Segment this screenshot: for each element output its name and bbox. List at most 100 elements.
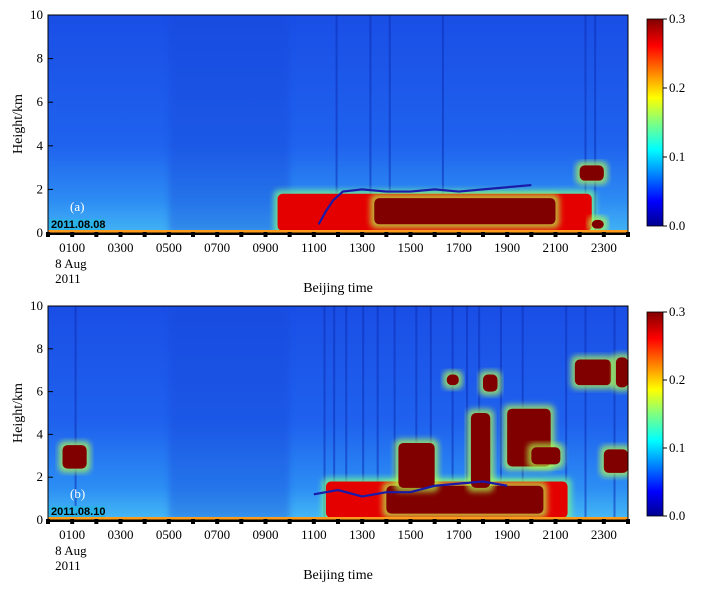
x-tick-label: 1300 [349,240,375,255]
y-tick-label: 0 [37,225,44,240]
x-tick-label: 1700 [446,527,472,542]
x-tick-label: 0900 [253,240,279,255]
x-tick-label: 1500 [398,527,424,542]
x-tick-label: 2300 [591,240,617,255]
x-tick-label: 2300 [591,527,617,542]
y-tick-label: 10 [30,7,43,22]
heatmap-streak [584,15,587,233]
x-date-label: 2011 [55,271,81,286]
heatmap-streak [362,306,365,520]
heatmap-plot-area [48,306,628,520]
aerosol-feature [579,165,604,181]
x-tick-label: 0500 [156,240,182,255]
x-axis-label: Beijing time [303,568,373,583]
colorbar [646,311,664,517]
heatmap-streak [376,306,379,520]
y-axis-label: Height/km [11,383,26,443]
heatmap-streak [429,306,432,520]
aerosol-feature [470,413,491,488]
aerosol-feature [398,442,435,488]
heatmap-streak [594,15,597,233]
aerosol-feature [615,357,628,388]
y-tick-label: 10 [30,298,43,313]
heatmap-streak [451,306,454,520]
y-tick-label: 6 [37,94,44,109]
x-tick-label: 0100 [59,240,85,255]
heatmap-night-region [168,15,290,233]
y-axis-label: Height/km [11,94,26,154]
colorbar-tick-label: 0.0 [669,218,685,233]
boundary-layer-line [317,183,532,225]
surface-strip [48,517,628,520]
x-tick-label: 0100 [59,527,85,542]
x-tick-label: 1100 [301,240,327,255]
surface-strip [48,230,628,233]
x-tick-label: 0300 [108,240,134,255]
x-tick-label: 1900 [494,240,520,255]
heatmap-streak [74,306,77,520]
colorbar-tick-label: 0.2 [669,80,685,95]
colorbar-tick-label: 0.3 [669,304,685,319]
y-tick-label: 2 [37,181,44,196]
colorbar-tick-label: 0.0 [669,508,685,523]
y-tick-label: 0 [37,512,44,527]
aerosol-feature [603,449,628,473]
heatmap-streak [345,306,348,520]
heatmap-streak [613,306,616,520]
colorbar-tick-label: 0.2 [669,372,685,387]
heatmap-streak [388,15,391,233]
y-tick-label: 4 [37,138,44,153]
heatmap-streak [584,306,587,520]
heatmap-streak [499,306,502,520]
panel-label: (a) [70,199,84,214]
aerosol-feature [591,219,604,229]
boundary-layer-line [313,480,508,498]
aerosol-feature [446,374,459,386]
x-tick-label: 0300 [108,527,134,542]
date-tag: 2011.08.08 [51,219,105,231]
x-tick-label: 1900 [494,527,520,542]
x-axis-label: Beijing time [303,281,373,296]
panel-a: 0 2 4 6 8 10 0100 0300 0500 0700 0900 1100 1300 1500 1… [11,7,685,296]
heatmap-streak [441,15,444,233]
aerosol-feature [483,374,498,392]
heatmap-streak [333,306,336,520]
colorbar-tick-label: 0.1 [669,149,685,164]
y-tick-label: 6 [37,384,44,399]
heatmap-streak [393,306,396,520]
x-tick-label: 1500 [398,240,424,255]
y-tick-label: 8 [37,51,44,66]
heatmap-streak [415,306,418,520]
panel-b: 0 2 4 6 8 10 0100 0300 0500 0700 0900 1100 1300 1500 1… [11,298,685,583]
x-tick-label: 0500 [156,527,182,542]
x-tick-label: 1700 [446,240,472,255]
heatmap-streak [565,306,568,520]
heatmap-streak [369,15,372,233]
x-tick-label: 1300 [349,527,375,542]
y-tick-label: 2 [37,469,44,484]
x-tick-label: 2100 [543,527,569,542]
heatmap-streak [323,306,326,520]
x-date-label: 8 Aug [55,256,87,271]
colorbar-tick-label: 0.3 [669,11,685,26]
y-tick-label: 8 [37,341,44,356]
x-date-label: 2011 [55,558,81,573]
x-tick-label: 0700 [204,527,230,542]
date-tag-bg [49,219,105,230]
aerosol-feature [62,445,87,469]
y-tick-label: 4 [37,426,44,441]
date-tag-bg [49,506,105,517]
colorbar [646,18,664,227]
heatmap-plot-area [48,15,628,233]
aerosol-feature [374,198,556,225]
aerosol-feature [531,447,561,465]
aerosol-feature [386,485,544,514]
colorbar-tick-label: 0.1 [669,440,685,455]
x-tick-label: 0900 [253,527,279,542]
x-tick-label: 1100 [301,527,327,542]
x-tick-label: 2100 [543,240,569,255]
x-date-label: 8 Aug [55,543,87,558]
x-tick-label: 0700 [204,240,230,255]
heatmap-streak [466,306,469,520]
heatmap-streak [335,15,338,233]
